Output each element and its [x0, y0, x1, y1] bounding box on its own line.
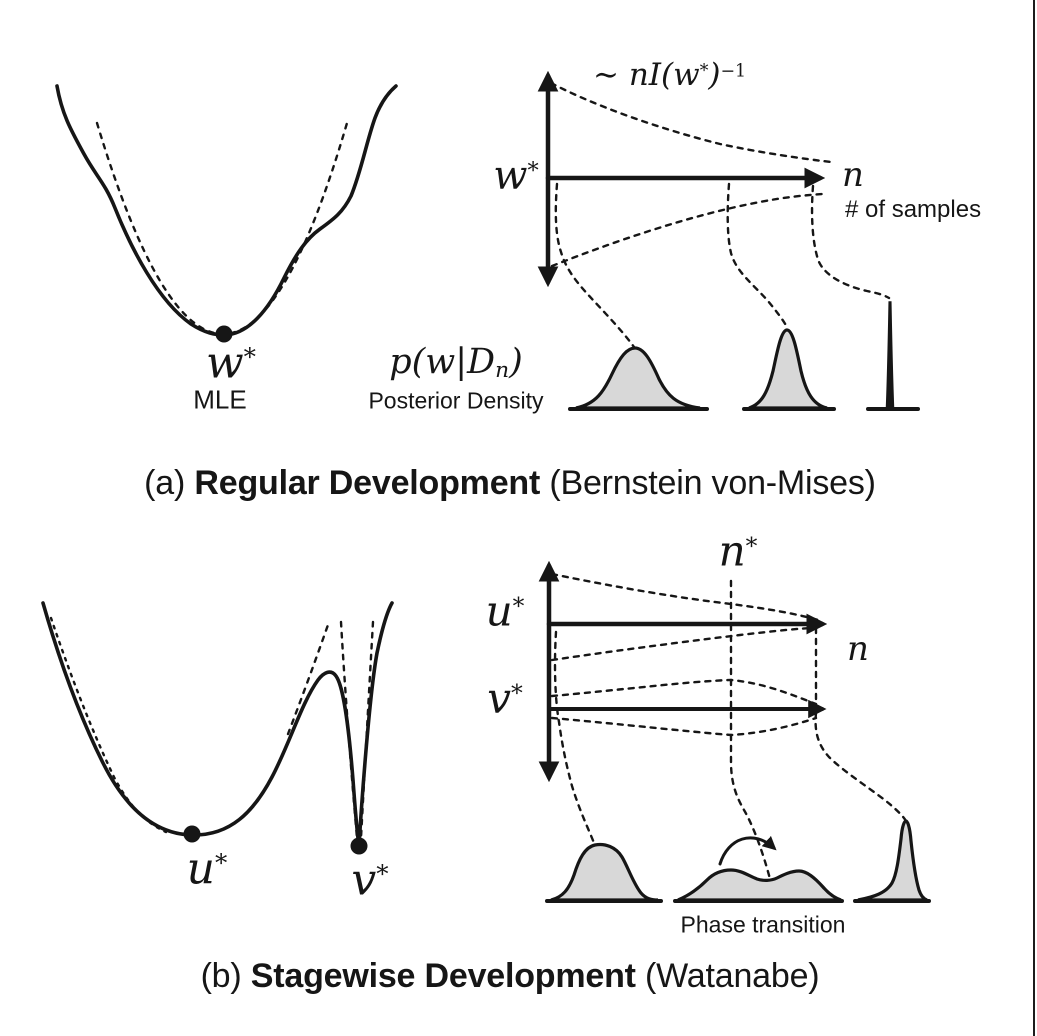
posterior-density-spike [885, 301, 895, 409]
critical-n-dashed-line [729, 579, 772, 881]
sample-connector-a1 [554, 182, 636, 349]
posterior-density-wide [575, 346, 701, 410]
w-star-axis-label: w* [493, 153, 539, 199]
u-star-point-dot [183, 825, 201, 843]
quadratic-approximation-dotted-b-left [49, 616, 168, 834]
variance-envelope-lower-a [550, 192, 824, 268]
sample-connector-a3 [810, 184, 891, 300]
panel-b-loss-landscape [41, 601, 394, 855]
caption-a: (a) Regular Development (Bernstein von-M… [144, 464, 876, 502]
quadratic-approximation-dashed-a [95, 121, 349, 336]
n-axis-label-b: n [847, 629, 869, 669]
w-star-minimum-label: w* [206, 337, 256, 389]
phase-transition-caption: Phase transition [680, 911, 846, 938]
phase-transition-arrow [718, 835, 777, 866]
posterior-density-b-bimodal [677, 868, 842, 902]
panel-a-loss-landscape [55, 84, 398, 343]
posterior-density-narrow [748, 328, 828, 410]
page-edge-rule [1033, 0, 1035, 1036]
panel-b-evolution-diagram [538, 560, 931, 903]
caption-b: (b) Stagewise Development (Watanabe) [200, 957, 820, 995]
sample-connector-b1 [553, 630, 596, 845]
loss-curve-a [55, 84, 398, 337]
critical-n-label: n* [718, 526, 758, 576]
u-envelope-upper [550, 572, 820, 622]
posterior-density-b-broad [550, 842, 659, 902]
variance-scaling-label: ∼ nI(w*)−1 [593, 57, 747, 93]
mle-point-dot [215, 325, 233, 343]
sample-connector-a2 [726, 182, 790, 331]
n-axis-caption-a: # of samples [845, 196, 982, 223]
mle-caption: MLE [193, 384, 247, 415]
v-star-axis-label: v* [487, 673, 523, 723]
u-star-minimum-label: u* [186, 843, 228, 895]
panel-a-evolution-diagram [537, 70, 920, 411]
v-envelope-lower [550, 716, 818, 737]
sample-connector-b3 [814, 626, 908, 823]
variance-envelope-upper-a [549, 81, 833, 164]
loss-curve-b [41, 601, 394, 847]
v-star-point-dot [350, 837, 368, 855]
u-envelope-lower [550, 626, 818, 662]
quadratic-approximation-dashed-b-tangent [286, 620, 331, 736]
posterior-density-caption: Posterior Density [368, 387, 544, 414]
n-axis-label-a: n [842, 155, 864, 195]
posterior-density-b-peaked [857, 819, 928, 902]
posterior-density-formula: p(w|Dn) [389, 342, 523, 383]
v-star-minimum-label: v* [351, 854, 389, 906]
v-envelope-upper [550, 678, 818, 706]
u-star-axis-label: u* [485, 586, 525, 636]
